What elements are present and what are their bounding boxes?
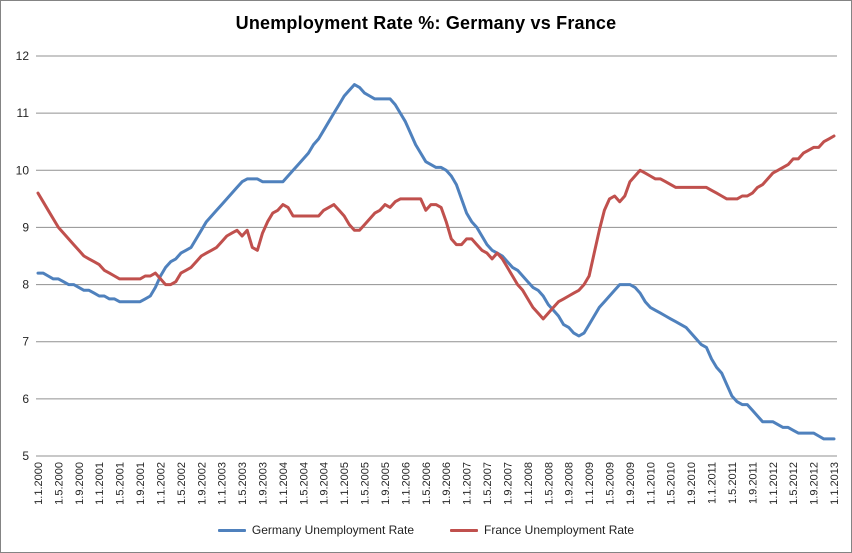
x-axis-tick-label: 1.5.2003 [237, 462, 249, 505]
y-axis-tick-label: 10 [16, 163, 30, 177]
y-axis-tick-label: 7 [22, 335, 29, 349]
x-axis-tick-label: 1.5.2005 [360, 462, 372, 505]
y-axis-tick-label: 6 [22, 392, 29, 406]
germany-data-line [36, 83, 836, 441]
x-axis-tick-label: 1.9.2010 [686, 462, 698, 505]
x-axis-tick-label: 1.5.2012 [788, 462, 800, 505]
x-axis-tick-label: 1.1.2006 [400, 462, 412, 505]
x-axis-tick-label: 1.9.2012 [809, 462, 821, 505]
x-axis-tick-label: 1.1.2008 [523, 462, 535, 505]
x-axis-tick-label: 1.9.2007 [502, 462, 514, 505]
x-axis-tick-label: 1.5.2008 [543, 462, 555, 505]
x-axis-tick-label: 1.5.2004 [298, 462, 310, 505]
y-axis-tick-label: 11 [17, 106, 30, 120]
germany-line-swatch-icon [217, 528, 246, 532]
x-axis-tick-label: 1.9.2006 [441, 462, 453, 505]
x-axis-tick-label: 1.9.2005 [380, 462, 392, 505]
x-axis-tick-label: 1.1.2012 [768, 462, 780, 505]
x-axis-tick-label: 1.5.2001 [115, 462, 127, 505]
x-axis-tick-label: 1.5.2009 [604, 462, 616, 505]
legend-label-france: France Unemployment Rate [484, 523, 635, 537]
x-axis-tick-label: 1.5.2002 [176, 462, 188, 505]
x-axis-tick-label: 1.1.2005 [339, 462, 351, 505]
france-line-swatch-icon [450, 528, 478, 532]
x-axis-tick-label: 1.1.2007 [462, 462, 474, 505]
legend-item-germany: Germany Unemployment Rate [217, 523, 414, 537]
legend-label-germany: Germany Unemployment Rate [251, 523, 414, 537]
y-axis-tick-label: 12 [16, 49, 30, 63]
y-axis-tick-label: 8 [22, 278, 29, 292]
x-axis-tick-label: 1.1.2002 [155, 462, 167, 505]
x-axis-tick-label: 1.5.2006 [421, 462, 433, 505]
x-axis-tick-label: 1.1.2013 [829, 462, 841, 505]
x-axis-tick-label: 1.1.2009 [584, 462, 596, 505]
x-axis-tick-label: 1.9.2008 [564, 462, 576, 505]
y-axis-tick-label: 5 [22, 449, 29, 463]
x-axis-tick-label: 1.5.2011 [727, 462, 739, 504]
x-axis-tick-label: 1.9.2002 [196, 462, 208, 505]
x-axis-tick-label: 1.5.2010 [666, 462, 678, 505]
x-axis-tick-label: 1.1.2001 [94, 462, 106, 505]
x-axis-tick-label: 1.9.2003 [258, 462, 270, 505]
legend: Germany Unemployment Rate France Unemplo… [1, 523, 851, 537]
legend-item-france: France Unemployment Rate [450, 523, 634, 537]
x-axis-tick-label: 1.9.2011 [747, 462, 759, 504]
x-axis-tick-label: 1.1.2003 [217, 462, 229, 505]
chart-title: Unemployment Rate %: Germany vs France [235, 13, 617, 33]
x-axis-tick-label: 1.5.2000 [53, 462, 65, 505]
x-axis-tick-label: 1.1.2000 [33, 462, 45, 505]
x-axis-tick-label: 1.1.2004 [278, 462, 290, 505]
x-axis-tick-label: 1.1.2010 [645, 462, 657, 505]
x-axis-tick-label: 1.9.2001 [135, 462, 147, 505]
x-axis-tick-label: 1.5.2007 [482, 462, 494, 505]
x-axis-tick-label: 1.1.2011 [707, 462, 719, 504]
x-axis-tick-label: 1.9.2000 [74, 462, 86, 505]
y-axis-tick-label: 9 [22, 220, 29, 234]
x-axis-tick-label: 1.9.2009 [625, 462, 637, 505]
france-data-line [36, 134, 836, 321]
x-axis-tick-label: 1.9.2004 [319, 462, 331, 505]
